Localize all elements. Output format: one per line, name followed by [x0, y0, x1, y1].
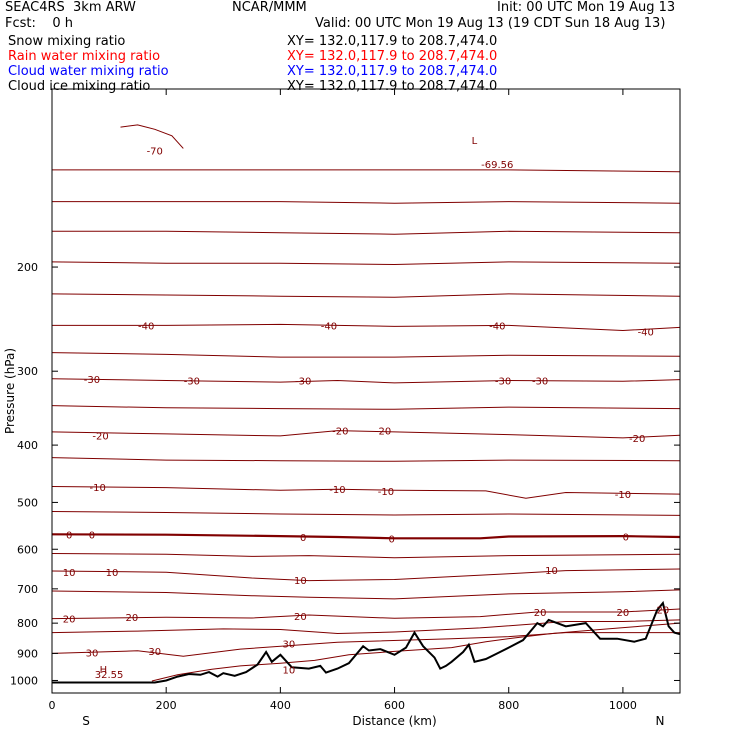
y-tick-label-1000: 1000 — [10, 674, 38, 687]
x-tick-label-0: 0 — [49, 699, 56, 712]
field-label-cloud-ice: Cloud ice mixing ratio — [8, 79, 151, 94]
contour-line-12 — [52, 486, 680, 499]
y-tick-label-400: 400 — [17, 439, 38, 452]
contour-label-17: -10 — [329, 485, 345, 496]
center-name: NCAR/MMM — [232, 0, 307, 15]
contour-label-26: 10 — [106, 568, 119, 579]
contour-label-7: -30 — [84, 375, 100, 386]
near-surface-contour — [151, 622, 680, 682]
contour-line-10 — [52, 430, 680, 439]
contour-label-5: -40 — [489, 321, 505, 332]
contour-label-22: 0 — [300, 533, 306, 544]
contour-line-13 — [52, 511, 680, 516]
x-tick-label-600: 600 — [384, 699, 405, 712]
contour-label-3: -40 — [138, 321, 154, 332]
contour-label-21: 0 — [89, 531, 95, 542]
y-tick-label-700: 700 — [17, 583, 38, 596]
field-xy-snow: XY= 132.0,117.9 to 208.7,474.0 — [287, 34, 498, 49]
y-tick-label-200: 200 — [17, 261, 38, 274]
contour-line-5 — [52, 293, 680, 298]
field-label-snow: Snow mixing ratio — [8, 34, 126, 49]
contour-line-9 — [52, 405, 680, 410]
contour-label-12: -20 — [92, 431, 108, 442]
contour-label-13: -20 — [332, 427, 348, 438]
terrain-line — [52, 600, 680, 684]
contour-line-0 — [120, 124, 184, 149]
x-end-label-right: N — [656, 714, 665, 728]
contour-label-35: 30 — [86, 648, 99, 659]
contour-label-4: -40 — [321, 321, 337, 332]
y-tick-label-500: 500 — [17, 496, 38, 509]
contour-label-20: 0 — [66, 531, 72, 542]
x-end-label-left: S — [82, 714, 90, 728]
y-axis-label: Pressure (hPa) — [3, 348, 17, 434]
contour-line-14 — [52, 533, 680, 540]
contour-line-11 — [52, 457, 680, 462]
field-xy-cloud-ice: XY= 132.0,117.9 to 208.7,474.0 — [287, 79, 498, 94]
contour-label-28: 10 — [545, 566, 558, 577]
contour-label-40: 32.55 — [95, 670, 124, 681]
contour-label-36: 30 — [148, 647, 161, 658]
contour-line-1 — [52, 169, 680, 173]
contour-label-2: L — [472, 136, 478, 147]
plot-frame — [51, 88, 681, 694]
contour-label-15: -20 — [629, 434, 645, 445]
contour-label-33: 20 — [617, 608, 630, 619]
contour-label-19: -10 — [615, 490, 631, 501]
contour-label-23: 0 — [389, 534, 395, 545]
contour-line-3 — [52, 230, 680, 235]
contour-label-38: 10 — [283, 665, 296, 676]
contour-label-18: -10 — [378, 487, 394, 498]
field-label-cloud-water: Cloud water mixing ratio — [8, 64, 169, 79]
contour-label-6: -40 — [638, 327, 654, 338]
contour-label-31: 20 — [294, 612, 307, 623]
contour-line-6 — [52, 323, 680, 332]
contour-label-37: 30 — [283, 640, 296, 651]
contour-label-34: 20 — [657, 606, 670, 617]
contour-label-8: -30 — [184, 376, 200, 387]
contour-line-7 — [52, 352, 680, 358]
contour-label-16: -10 — [90, 483, 106, 494]
x-tick-label-800: 800 — [498, 699, 519, 712]
contour-line-19 — [52, 619, 680, 635]
init-time: Init: 00 UTC Mon 19 Aug 13 — [497, 0, 676, 15]
valid-time: Valid: 00 UTC Mon 19 Aug 13 (19 CDT Sun … — [315, 16, 666, 31]
plot-area — [52, 124, 680, 684]
x-tick-label-200: 200 — [156, 699, 177, 712]
field-xy-rain: XY= 132.0,117.9 to 208.7,474.0 — [287, 49, 498, 64]
contour-label-27: 10 — [294, 576, 307, 587]
field-label-rain: Rain water mixing ratio — [8, 49, 161, 64]
contour-label-9: -30 — [295, 376, 311, 387]
x-tick-label-1000: 1000 — [609, 699, 637, 712]
contour-label-30: 20 — [126, 613, 139, 624]
x-tick-label-400: 400 — [270, 699, 291, 712]
contour-line-4 — [52, 261, 680, 266]
contour-line-8 — [52, 378, 680, 384]
contour-label-14: -20 — [375, 427, 391, 438]
contour-label-25: 10 — [63, 568, 76, 579]
field-xy-cloud-water: XY= 132.0,117.9 to 208.7,474.0 — [287, 64, 498, 79]
contour-line-18 — [52, 608, 680, 620]
contour-label-24: 0 — [623, 533, 629, 544]
y-tick-label-300: 300 — [17, 365, 38, 378]
forecast-hour: Fcst: 0 h — [5, 16, 74, 31]
contour-label-29: 20 — [63, 614, 76, 625]
model-name: SEAC4RS 3km ARW — [5, 0, 136, 15]
contour-label-39: H — [100, 665, 108, 676]
x-axis-label: Distance (km) — [352, 714, 436, 728]
contour-line-20 — [52, 632, 680, 657]
contour-line-16 — [52, 568, 680, 582]
contour-label-0: -70 — [147, 146, 163, 157]
contour-line-15 — [52, 553, 680, 559]
contour-label-32: 20 — [534, 608, 547, 619]
contour-line-2 — [52, 201, 680, 204]
y-tick-label-600: 600 — [17, 543, 38, 556]
contour-line-17 — [52, 589, 680, 600]
contour-label-1: -69.56 — [481, 160, 513, 171]
contour-label-10: -30 — [495, 376, 511, 387]
contour-label-11: -30 — [532, 376, 548, 387]
y-tick-label-900: 900 — [17, 647, 38, 660]
y-tick-label-800: 800 — [17, 617, 38, 630]
